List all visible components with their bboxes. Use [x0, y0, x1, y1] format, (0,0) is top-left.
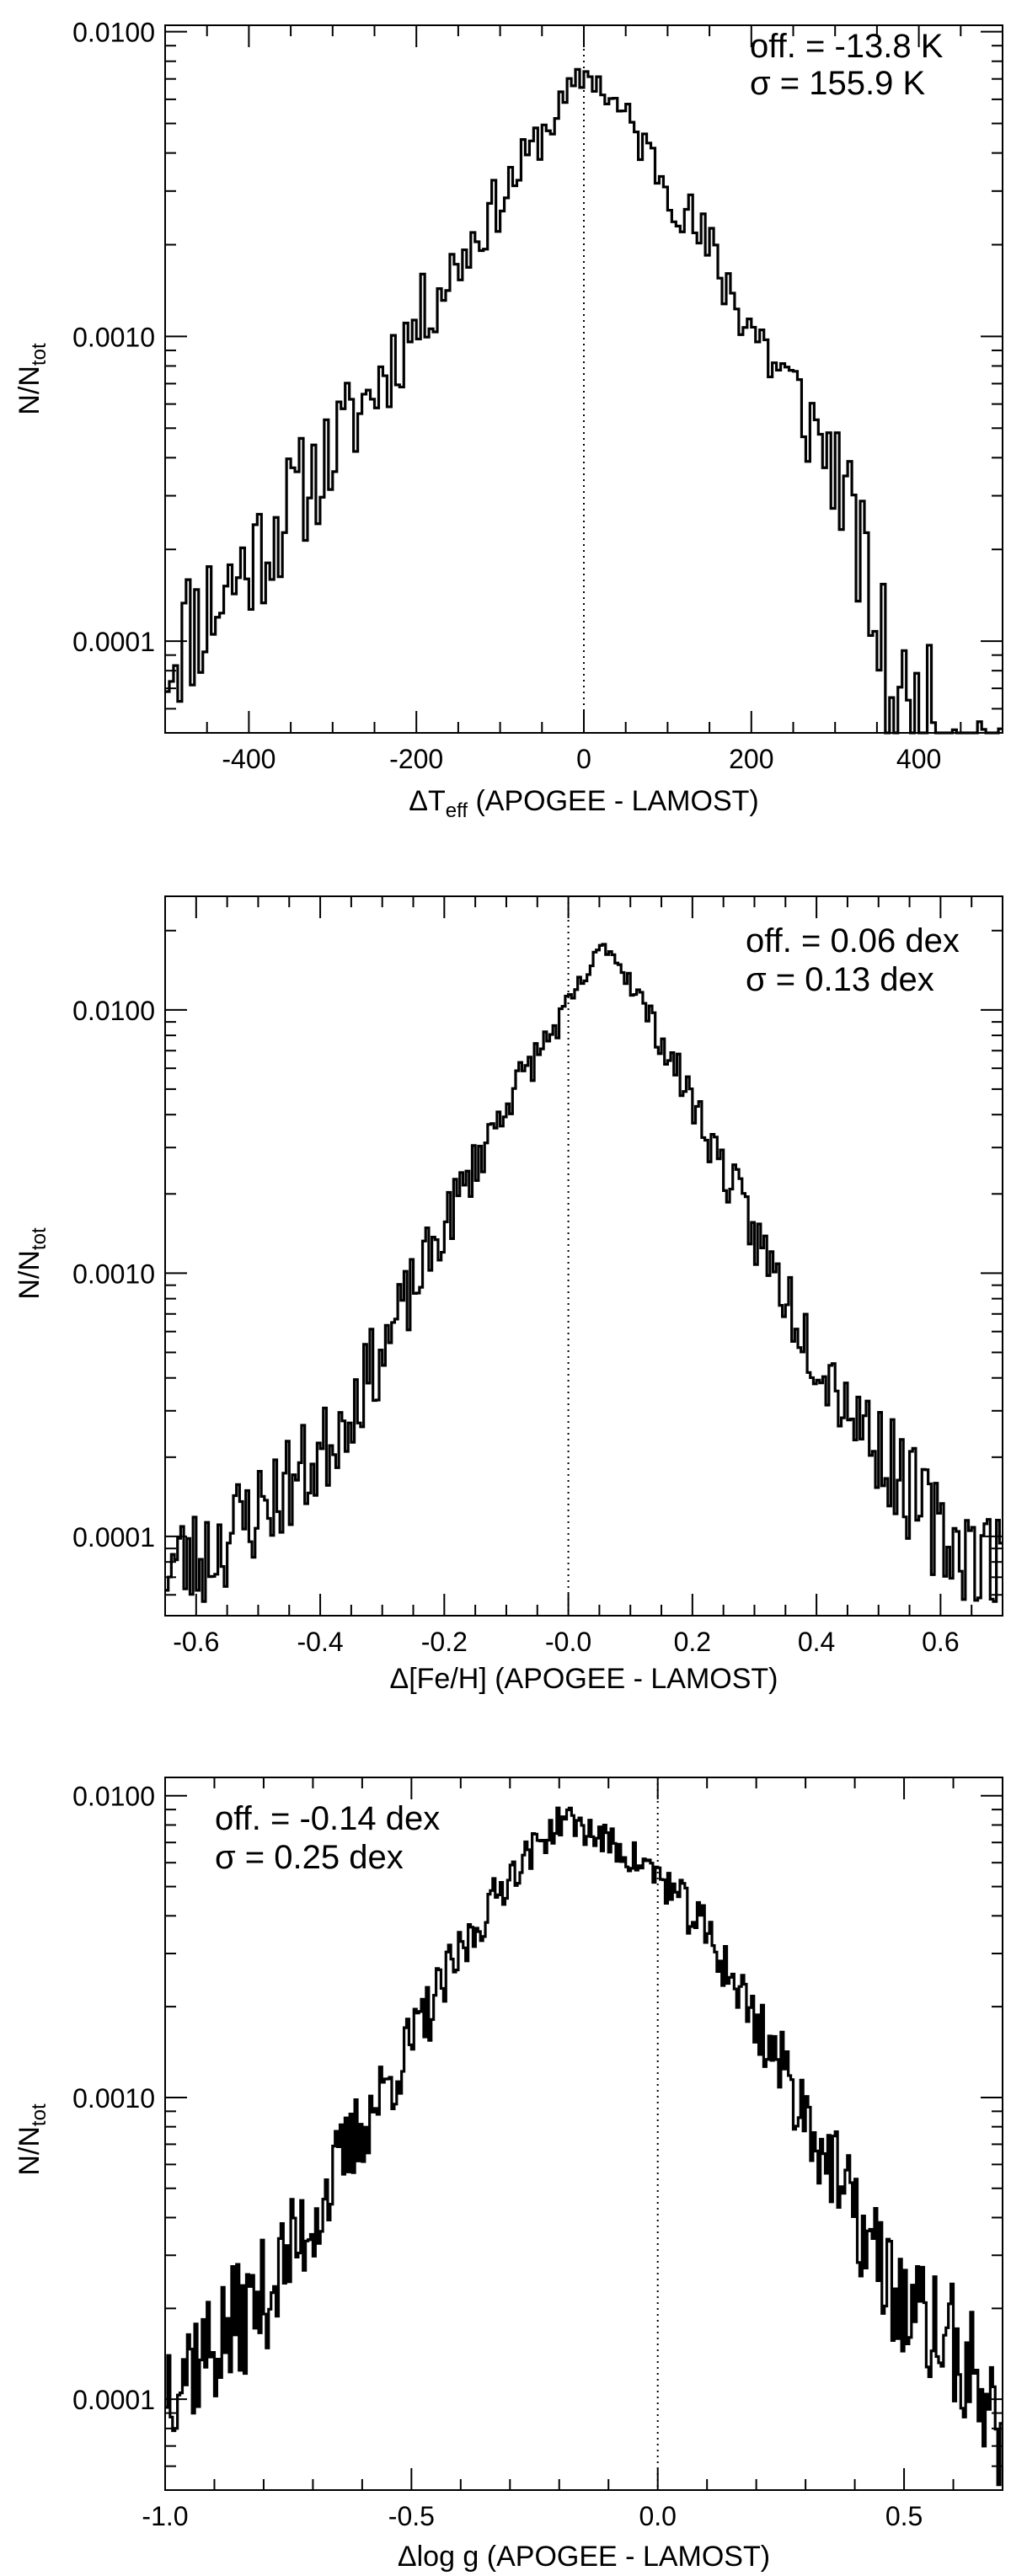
y-tick-labels: 0.0001 0.0010 0.0100	[72, 1782, 155, 2415]
y-axis-label: N/Ntot	[13, 1227, 51, 1300]
x-tick-label: -1.0	[142, 2501, 188, 2531]
x-tick-label: 200	[729, 744, 773, 774]
y-tick-label: 0.0001	[72, 2385, 155, 2415]
y-tick-label: 0.0010	[72, 2083, 155, 2114]
annotation-sigma: σ = 155.9 K	[750, 65, 925, 102]
y-axis-label: N/Ntot	[13, 343, 51, 415]
x-tick-label: -0.2	[421, 1627, 468, 1657]
x-tick-label: 0.6	[922, 1627, 959, 1657]
x-tick-label: 400	[896, 744, 941, 774]
y-tick-label: 0.0001	[72, 627, 155, 657]
annotation-offset: off. = 0.06 dex	[746, 922, 960, 959]
x-tick-label: -0.5	[388, 2501, 435, 2531]
x-tick-label: -0.6	[173, 1627, 219, 1657]
y-tick-labels: 0.0001 0.0010 0.0100	[72, 996, 155, 1553]
histogram-series	[165, 1806, 1003, 2487]
y-tick-label: 0.0100	[72, 996, 155, 1026]
y-axis-label: N/Ntot	[13, 2103, 51, 2176]
plot-frame	[164, 1777, 1003, 2491]
x-tick-labels: -1.0 -0.5 0.0 0.5	[142, 2501, 923, 2531]
y-tick-labels: 0.0001 0.0010 0.0100	[72, 18, 155, 657]
y-tick-label: 0.0001	[72, 1522, 155, 1553]
x-tick-label: 0.5	[885, 2501, 923, 2531]
x-axis-label: Δ[Fe/H] (APOGEE - LAMOST)	[390, 1663, 778, 1695]
panel-logg: 0.0001 0.0010 0.0100 -1.0 -0.5 0.0 0.5 N/Ntot…	[13, 1777, 1003, 2573]
panel-feh: 0.0001 0.0010 0.0100 -0.6 -0.4 -0.2 -0.0 0.2 0.…	[13, 895, 1003, 1695]
x-tick-label: -400	[222, 744, 275, 774]
x-axis-label: Δlog g (APOGEE - LAMOST)	[398, 2541, 770, 2573]
annotation-offset: off. = -0.14 dex	[215, 1800, 440, 1837]
x-tick-label: 0.0	[639, 2501, 676, 2531]
y-tick-label: 0.0010	[72, 322, 155, 352]
y-tick-label: 0.0100	[72, 1782, 155, 1812]
x-tick-label: -0.0	[545, 1627, 591, 1657]
x-tick-labels: -400 -200 0 200 400	[222, 744, 941, 774]
histogram-series	[165, 67, 1003, 735]
annotation-sigma: σ = 0.25 dex	[215, 1839, 404, 1876]
x-tick-label: 0.2	[674, 1627, 711, 1657]
annotation-sigma: σ = 0.13 dex	[746, 961, 934, 998]
plot-frame	[164, 895, 1003, 1617]
histogram-series	[165, 943, 1003, 1603]
y-tick-label: 0.0010	[72, 1259, 155, 1289]
axis-ticks	[164, 1777, 1003, 2491]
annotation-offset: off. = -13.8 K	[750, 28, 944, 65]
x-tick-label: -0.4	[297, 1627, 344, 1657]
x-tick-label: 0	[576, 744, 591, 774]
x-tick-label: -200	[389, 744, 443, 774]
axis-ticks	[164, 896, 1003, 1617]
y-tick-label: 0.0100	[72, 18, 155, 48]
x-tick-label: 0.4	[798, 1627, 835, 1657]
x-tick-labels: -0.6 -0.4 -0.2 -0.0 0.2 0.4 0.6	[173, 1627, 959, 1657]
x-axis-label: ΔTeff (APOGEE - LAMOST)	[409, 785, 758, 822]
panel-teff: 0.0001 0.0010 0.0100 -400 -200 0 200 400 N/Nto…	[13, 18, 1003, 822]
